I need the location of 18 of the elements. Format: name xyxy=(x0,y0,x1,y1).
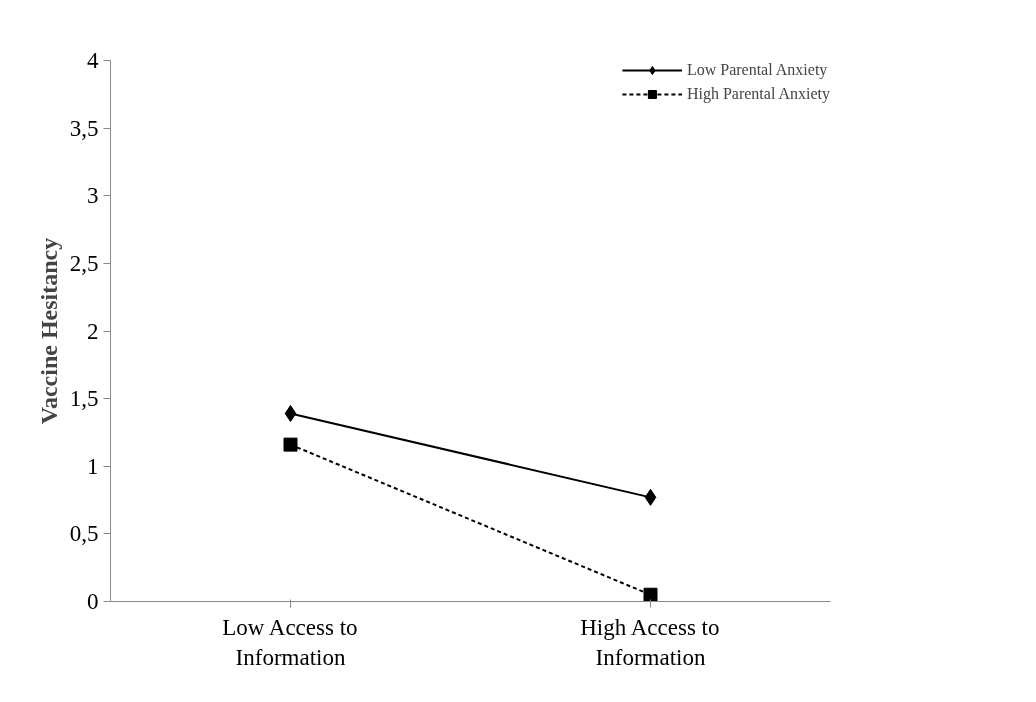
y-tick-label: 0,5 xyxy=(69,521,99,547)
point xyxy=(644,488,657,506)
y-axis-title: Vaccine Hesitancy xyxy=(35,237,62,425)
legend-label: Low Parental Anxiety xyxy=(686,61,828,79)
y-tick-label: 4 xyxy=(87,48,99,73)
y-tick-label: 1,5 xyxy=(69,386,99,412)
point xyxy=(283,437,298,452)
point xyxy=(284,405,297,422)
legend-label: High Parental Anxiety xyxy=(686,85,830,103)
y-tick-label: 2 xyxy=(87,318,99,344)
y-tick-label: 3 xyxy=(87,183,99,209)
point xyxy=(643,587,658,602)
x-tick-label: Low Access to Information xyxy=(222,614,358,670)
x-tick-label: High Access to Information xyxy=(580,614,720,670)
y-tick-label: 1 xyxy=(87,453,99,479)
y-tick-label: 3,5 xyxy=(69,115,99,141)
y-tick-label: 2,5 xyxy=(69,250,99,276)
y-tick-label: 0 xyxy=(87,589,99,614)
